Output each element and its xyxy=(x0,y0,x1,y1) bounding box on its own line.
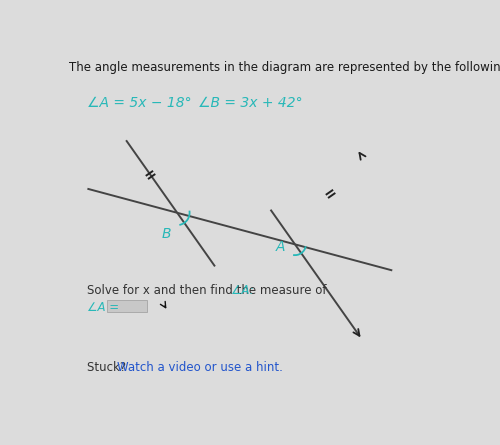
Text: ∠A:: ∠A: xyxy=(230,284,254,297)
Text: Stuck?: Stuck? xyxy=(88,361,134,374)
Text: ∠A = 5x − 18°: ∠A = 5x − 18° xyxy=(88,96,192,110)
FancyBboxPatch shape xyxy=(106,300,147,312)
Text: The angle measurements in the diagram are represented by the following expressio: The angle measurements in the diagram ar… xyxy=(68,61,500,74)
Text: ∠B = 3x + 42°: ∠B = 3x + 42° xyxy=(198,96,303,110)
Text: Solve for x and then find the measure of: Solve for x and then find the measure of xyxy=(88,284,330,297)
Text: Watch a video or use a hint.: Watch a video or use a hint. xyxy=(117,361,282,374)
Text: B: B xyxy=(162,227,171,241)
Text: A: A xyxy=(276,240,285,254)
Text: ∠A =: ∠A = xyxy=(88,301,120,314)
